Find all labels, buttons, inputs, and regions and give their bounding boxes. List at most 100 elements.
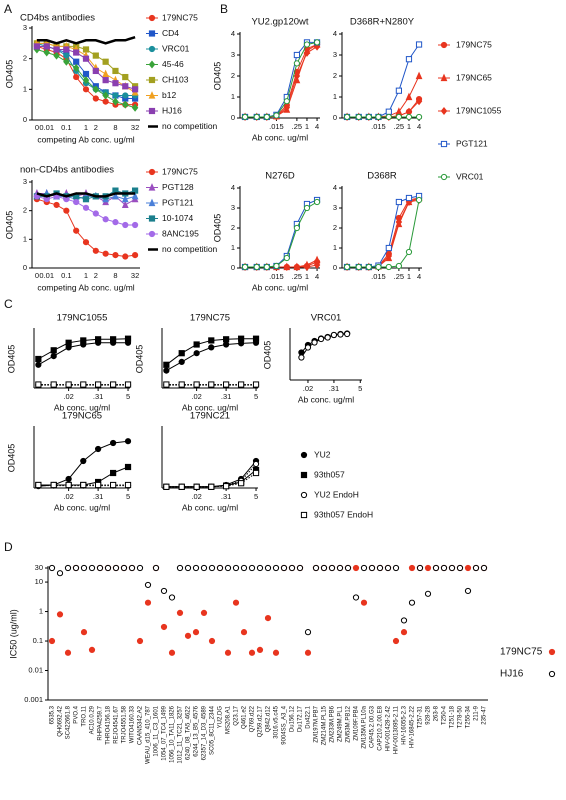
x-tick-label: T250-4 [442, 705, 448, 725]
x-tick-label: 9004SS_A3_4 [282, 705, 288, 744]
data-point [82, 86, 90, 93]
x-tick-label: HIV-16055-2.3 [402, 705, 408, 744]
data-point [122, 100, 129, 109]
legend-label: 45-46 [162, 59, 184, 69]
data-point [35, 381, 42, 388]
data-point [288, 564, 296, 572]
legend-label: PGT128 [162, 182, 194, 192]
legend-swatch [300, 471, 308, 479]
data-point [144, 581, 152, 589]
data-point [112, 191, 119, 200]
data-point [176, 609, 184, 616]
legend-label: 93th057 EndoH [314, 509, 373, 519]
x-axis-label: Ab conc. ug/ml [252, 132, 308, 142]
legend-swatch [148, 198, 156, 207]
y-tick-label: 0.1 [33, 636, 43, 645]
data-point [131, 103, 139, 112]
data-point [82, 70, 90, 78]
x-tick-label: 235-47 [482, 705, 488, 724]
data-point [384, 564, 392, 572]
legend-swatch [148, 60, 156, 69]
y-tick-label: 4 [333, 183, 337, 192]
data-point [252, 381, 260, 388]
data-point [400, 617, 408, 624]
data-point [102, 91, 109, 100]
data-point [124, 335, 132, 342]
chart-title: 179NC1055 [57, 313, 108, 324]
data-point [480, 564, 488, 572]
x-tick-label: 1 [84, 271, 88, 280]
data-point [63, 207, 70, 214]
data-point [192, 564, 200, 572]
data-point [293, 72, 301, 80]
x-tick-label: 0.1 [61, 271, 71, 280]
data-point [208, 337, 215, 344]
data-point [43, 48, 50, 57]
legend-label: YU2 EndoH [314, 489, 359, 499]
legend-swatch [148, 14, 156, 22]
data-point [48, 637, 56, 645]
data-point [193, 483, 200, 490]
data-point [415, 97, 423, 106]
series-line [36, 192, 136, 198]
data-point [400, 629, 408, 636]
data-point [102, 58, 109, 65]
data-point [293, 60, 300, 67]
x-tick-label: 32 [131, 123, 139, 132]
legend-swatch [148, 107, 156, 115]
legend-swatch [440, 140, 448, 148]
x-tick-label: .02 [303, 384, 313, 393]
data-point [375, 113, 382, 121]
data-point [395, 113, 402, 121]
x-tick-label: Q23.17 [234, 705, 240, 725]
y-tick-label: 1 [39, 607, 43, 616]
y-tick-label: 3 [23, 23, 27, 32]
series-line [347, 197, 420, 268]
x-tick-label: .02 [63, 492, 73, 501]
x-tick-label: 5 [254, 392, 258, 401]
x-tick-label: THRO4156.18 [106, 705, 112, 744]
data-point [110, 469, 117, 477]
x-tick-label: 263-8 [434, 705, 440, 721]
data-point [456, 564, 464, 572]
data-point [72, 564, 80, 572]
x-tick-label: 2 [94, 271, 98, 280]
x-tick-label: WEAU_d15_410_787 [146, 705, 152, 764]
x-tick-label: 6535.3 [50, 705, 56, 724]
data-point [252, 335, 260, 342]
data-point [355, 263, 362, 271]
x-tick-label: Q259.d2.17 [258, 705, 264, 737]
data-point [415, 113, 423, 121]
data-point [163, 381, 170, 388]
data-point [53, 51, 60, 60]
data-point [232, 564, 240, 572]
chart-title: D368R+N280Y [350, 17, 415, 28]
legend-label: no competition [162, 121, 218, 131]
data-point [88, 564, 96, 572]
data-point [64, 649, 72, 656]
x-tick-label: 5 [358, 384, 362, 393]
data-point [73, 73, 80, 81]
x-tick-label: 1006_11_C3_1601 [154, 705, 160, 756]
data-point [136, 564, 144, 572]
x-tick-label: T251-18 [450, 705, 456, 728]
x-tick-label: ZM233M.PB6 [330, 705, 336, 742]
y-tick-label: 0 [231, 113, 235, 122]
data-point [464, 587, 472, 595]
data-point [88, 646, 96, 654]
x-tick-label: .25 [394, 122, 404, 131]
data-point [208, 637, 216, 645]
data-point [95, 336, 102, 343]
data-point [176, 564, 184, 572]
data-point [283, 254, 290, 262]
data-point [110, 439, 117, 447]
data-point [415, 71, 423, 80]
data-point [303, 204, 311, 212]
data-point [65, 481, 72, 489]
data-point [272, 564, 280, 572]
data-point [48, 564, 56, 572]
x-tick-label: 1 [84, 123, 88, 132]
y-tick-label: 0 [23, 263, 27, 272]
x-tick-label: REJO4541.67 [114, 705, 120, 743]
data-point [65, 475, 72, 483]
